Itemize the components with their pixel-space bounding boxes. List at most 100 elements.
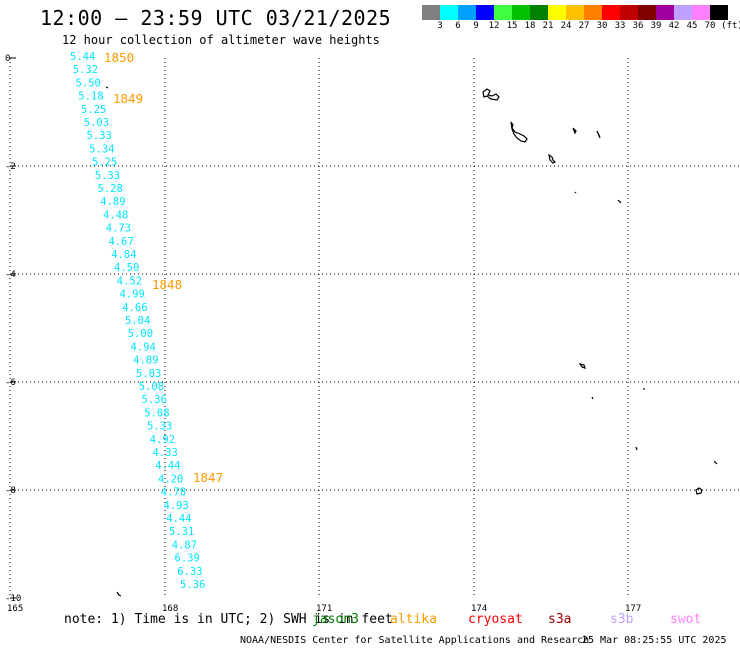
wave-height-label: 4.66 — [122, 302, 147, 314]
x-tick-label: 177 — [625, 604, 641, 614]
pass-time-label: 1847 — [193, 470, 223, 485]
island-outline — [482, 88, 500, 101]
island-outline — [548, 153, 557, 164]
wave-height-label: 6.39 — [175, 553, 200, 565]
color-swatch — [602, 5, 620, 20]
wave-height-label: 5.08 — [144, 407, 169, 419]
wave-height-label: 5.36 — [180, 579, 205, 591]
wave-height-label: 5.50 — [76, 77, 101, 89]
satellite-legend-item: swot — [670, 612, 702, 627]
island-outline — [635, 446, 638, 451]
wave-height-label: 4.44 — [155, 460, 180, 472]
wave-height-label: 4.44 — [166, 513, 191, 525]
satellite-legend-item: cryosat — [468, 612, 523, 627]
wave-height-label: 4.33 — [153, 447, 178, 459]
color-scale-label: (ft) — [721, 21, 740, 31]
island-outline — [596, 130, 601, 139]
pass-time-label: 1849 — [113, 91, 143, 106]
wave-height-label: 4.89 — [133, 355, 158, 367]
x-tick-label: 171 — [316, 604, 332, 614]
pass-time-label: 1848 — [152, 277, 182, 292]
color-swatch — [530, 5, 548, 20]
island-outline — [572, 127, 577, 135]
y-tick-label: -10 — [5, 594, 21, 604]
island-outline — [617, 199, 622, 204]
color-scale-label: 27 — [578, 21, 590, 31]
island-outline — [105, 86, 109, 89]
island-outlines — [105, 86, 718, 597]
wave-height-label: 4.52 — [117, 275, 142, 287]
altimeter-track: 5.445.325.505.185.255.035.335.345.255.33… — [70, 51, 205, 591]
island-outline — [713, 460, 718, 465]
island-outline — [574, 191, 577, 194]
y-tick-label: -4 — [5, 270, 16, 280]
color-swatch — [620, 5, 638, 20]
x-tick-label: 165 — [7, 604, 23, 614]
map-subtitle: 12 hour collection of altimeter wave hei… — [62, 33, 380, 47]
x-tick-label: 174 — [471, 604, 487, 614]
grid-lines — [9, 58, 740, 598]
color-swatch — [692, 5, 710, 20]
map-note: note: 1) Time is in UTC; 2) SWH is in fe… — [64, 612, 393, 627]
wave-height-label: 5.03 — [84, 117, 109, 129]
y-tick-label: -2 — [5, 162, 16, 172]
pass-time-label: 1850 — [104, 50, 134, 65]
track-time-labels: 1850 1849 1848 1847 — [104, 50, 223, 485]
color-swatch — [638, 5, 656, 20]
satellite-legend-item: altika — [390, 612, 437, 627]
wave-height-label: 4.87 — [172, 539, 197, 551]
satellite-legend-item: jason3 — [312, 612, 359, 627]
color-scale-label: 70 — [704, 21, 716, 31]
color-scale-label: 21 — [542, 21, 554, 31]
color-swatch — [476, 5, 494, 20]
axis-ticks: 165 168 171 174 177 0 -2 -4 -6 -8 -10 — [5, 54, 641, 614]
wave-height-label: 4.20 — [158, 473, 183, 485]
color-scale-label: 42 — [668, 21, 680, 31]
color-swatch — [584, 5, 602, 20]
wave-height-label: 5.04 — [125, 315, 150, 327]
wave-height-label: 6.33 — [177, 566, 202, 578]
y-tick-label: 0 — [5, 54, 10, 64]
wave-height-label: 5.34 — [89, 143, 114, 155]
color-scale-bar — [422, 5, 728, 20]
color-scale-label: 39 — [650, 21, 662, 31]
island-outline — [591, 396, 594, 400]
wave-height-label: 4.94 — [131, 341, 156, 353]
island-outline — [510, 121, 528, 143]
wave-height-label: 5.31 — [169, 526, 194, 538]
color-swatch — [422, 5, 440, 20]
color-scale-label: 45 — [686, 21, 698, 31]
wave-height-label: 4.93 — [164, 500, 189, 512]
color-scale-label: 33 — [614, 21, 626, 31]
color-scale-label: 36 — [632, 21, 644, 31]
wave-height-label: 5.33 — [147, 421, 172, 433]
wave-height-label: 5.44 — [70, 51, 95, 63]
wave-height-label: 5.33 — [87, 130, 112, 142]
color-scale-label: 3 — [437, 21, 443, 31]
wave-height-label: 4.50 — [114, 262, 139, 274]
island-outline — [695, 487, 703, 495]
color-swatch — [656, 5, 674, 20]
y-tick-label: -6 — [5, 378, 16, 388]
wave-height-label: 5.33 — [95, 170, 120, 182]
island-outline — [578, 363, 586, 369]
color-scale-label: 9 — [473, 21, 479, 31]
wave-height-label: 5.08 — [139, 381, 164, 393]
color-scale-label: 12 — [488, 21, 500, 31]
wave-height-label: 5.32 — [73, 64, 98, 76]
wave-height-label: 4.48 — [103, 209, 128, 221]
wave-height-label: 4.84 — [111, 249, 136, 261]
wave-height-label: 5.25 — [92, 157, 117, 169]
island-outline — [116, 591, 122, 597]
wave-height-label: 4.89 — [100, 196, 125, 208]
y-tick-label: -8 — [5, 486, 16, 496]
credit-line: NOAA/NESDIS Center for Satellite Applica… — [240, 635, 590, 646]
wave-height-label: 4.67 — [109, 236, 134, 248]
wave-height-label: 5.03 — [136, 368, 161, 380]
color-swatch — [566, 5, 584, 20]
wave-height-label: 4.73 — [106, 223, 131, 235]
x-tick-label: 168 — [162, 604, 178, 614]
satellite-legend-item: s3a — [548, 612, 572, 627]
